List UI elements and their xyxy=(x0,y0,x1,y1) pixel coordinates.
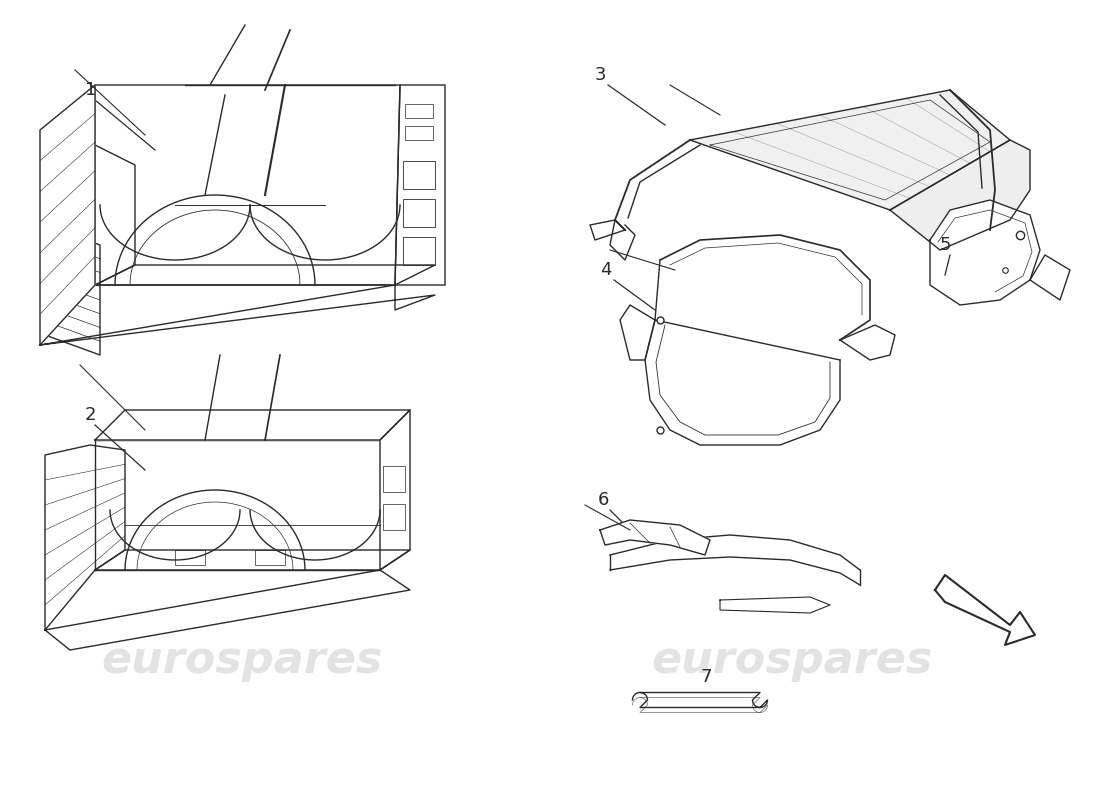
Bar xyxy=(403,199,434,227)
Polygon shape xyxy=(95,440,380,570)
Bar xyxy=(383,466,405,492)
Text: 5: 5 xyxy=(940,236,952,254)
Polygon shape xyxy=(690,90,1010,210)
Polygon shape xyxy=(40,85,95,345)
Bar xyxy=(403,161,434,189)
Bar xyxy=(383,504,405,530)
Polygon shape xyxy=(1030,255,1070,300)
Text: 1: 1 xyxy=(85,81,97,99)
Polygon shape xyxy=(395,85,446,285)
Bar xyxy=(405,104,433,118)
Polygon shape xyxy=(890,140,1030,250)
Text: 6: 6 xyxy=(598,491,609,509)
Bar xyxy=(255,550,285,565)
Polygon shape xyxy=(95,85,400,285)
Polygon shape xyxy=(840,325,895,360)
Bar xyxy=(175,550,205,565)
Text: eurospares: eurospares xyxy=(651,638,933,682)
Polygon shape xyxy=(45,445,125,630)
Polygon shape xyxy=(930,200,1040,305)
Text: 7: 7 xyxy=(700,668,712,686)
Text: 2: 2 xyxy=(85,406,97,424)
Text: 3: 3 xyxy=(595,66,606,84)
Bar xyxy=(405,126,433,140)
Polygon shape xyxy=(610,535,860,585)
Polygon shape xyxy=(45,570,410,650)
Polygon shape xyxy=(50,145,135,300)
Text: 4: 4 xyxy=(600,261,612,279)
Polygon shape xyxy=(720,597,830,613)
Polygon shape xyxy=(632,693,768,707)
Polygon shape xyxy=(95,410,410,440)
Polygon shape xyxy=(95,550,410,570)
Polygon shape xyxy=(620,305,654,360)
Bar xyxy=(403,237,434,265)
Polygon shape xyxy=(935,575,1035,645)
Polygon shape xyxy=(95,265,434,285)
Text: eurospares: eurospares xyxy=(101,638,383,682)
Polygon shape xyxy=(40,285,434,365)
Polygon shape xyxy=(590,220,625,240)
Polygon shape xyxy=(379,410,410,570)
Polygon shape xyxy=(45,225,100,355)
Polygon shape xyxy=(600,520,710,555)
